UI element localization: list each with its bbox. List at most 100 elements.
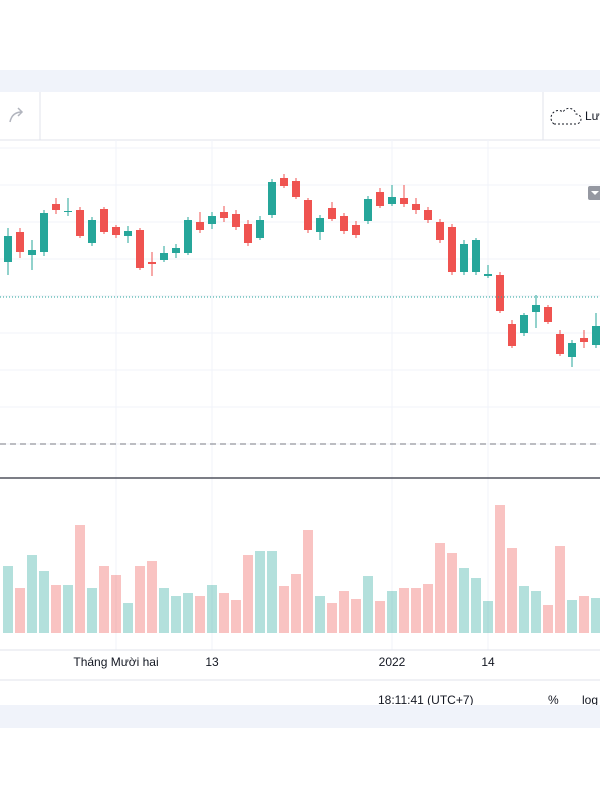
candle-body xyxy=(340,216,348,231)
candle-body xyxy=(172,248,180,253)
volume-bar xyxy=(315,596,325,633)
volume-bar xyxy=(3,566,13,633)
candle-body xyxy=(124,231,132,236)
x-tick-label: 13 xyxy=(205,655,219,669)
bottom-band xyxy=(0,705,600,728)
volume-bar xyxy=(447,553,457,633)
volume-bar xyxy=(495,505,505,633)
candle-body xyxy=(448,227,456,272)
candle-body xyxy=(136,230,144,268)
volume-bar xyxy=(183,593,193,633)
redo-button[interactable] xyxy=(9,107,24,123)
candle-body xyxy=(112,227,120,235)
candle-body xyxy=(184,220,192,253)
candle-body xyxy=(436,222,444,240)
candle-body xyxy=(484,274,492,276)
candle-body xyxy=(364,199,372,221)
candle-body xyxy=(532,305,540,312)
volume-bar xyxy=(87,588,97,633)
candle-body xyxy=(400,198,408,204)
volume-bar xyxy=(75,525,85,633)
candle-body xyxy=(352,225,360,235)
candle-body xyxy=(388,197,396,204)
candle-body xyxy=(52,204,60,210)
candle-body xyxy=(196,222,204,230)
volume-bar xyxy=(471,578,481,633)
candle-body xyxy=(4,236,12,262)
candle-body xyxy=(376,192,384,206)
volume-bar xyxy=(99,566,109,633)
volume-bar xyxy=(219,593,229,633)
candle-body xyxy=(40,213,48,252)
candle-body xyxy=(328,208,336,219)
candle-body xyxy=(412,204,420,210)
volume-bar xyxy=(567,600,577,633)
candle-body xyxy=(100,209,108,232)
candle-body xyxy=(76,210,84,236)
top-band xyxy=(0,70,600,92)
volume-bar xyxy=(291,574,301,633)
volume-bar xyxy=(63,585,73,633)
volume-bar xyxy=(483,601,493,633)
marker-arrow xyxy=(591,191,599,195)
volume-bar xyxy=(255,551,265,633)
candle-body xyxy=(592,326,600,345)
volume-bar xyxy=(231,600,241,633)
volume-bar xyxy=(267,551,277,633)
volume-bar xyxy=(507,548,517,633)
candle-body xyxy=(28,250,36,255)
volume-bar xyxy=(279,586,289,633)
volume-bar xyxy=(375,601,385,633)
volume-bar xyxy=(411,588,421,633)
volume-bar xyxy=(591,598,600,633)
volume-bar xyxy=(243,555,253,633)
volume-bar xyxy=(543,605,553,633)
volume-bar xyxy=(147,561,157,633)
volume-bar xyxy=(363,576,373,633)
volume-bar xyxy=(435,543,445,633)
volume-bar xyxy=(555,546,565,633)
volume-bar xyxy=(15,588,25,633)
volume-bar xyxy=(39,571,49,633)
volume-bar xyxy=(27,555,37,633)
volume-bar xyxy=(351,599,361,633)
candle-body xyxy=(280,178,288,186)
volume-bar xyxy=(135,566,145,633)
candle-body xyxy=(472,240,480,272)
candle-body xyxy=(220,212,228,218)
candle-body xyxy=(580,338,588,342)
candle-body xyxy=(148,262,156,264)
candle-body xyxy=(16,232,24,252)
volume-bar xyxy=(195,596,205,633)
candle-body xyxy=(304,200,312,230)
volume-bar xyxy=(327,603,337,633)
volume-bar xyxy=(171,596,181,633)
candle-body xyxy=(460,244,468,272)
volume-bar xyxy=(339,591,349,633)
percent-toggle[interactable]: % xyxy=(548,693,559,707)
candle-body xyxy=(244,224,252,243)
candle-body xyxy=(568,343,576,357)
volume-bar xyxy=(579,596,589,633)
volume-bar xyxy=(519,586,529,633)
volume-bar xyxy=(423,584,433,633)
candle-body xyxy=(316,218,324,232)
volume-bar xyxy=(459,568,469,633)
volume-bar xyxy=(111,575,121,633)
volume-bar xyxy=(207,585,217,633)
candle-body xyxy=(64,211,72,212)
chart: Tháng Mười hai 13 2022 14 xyxy=(0,140,600,669)
save-label[interactable]: Lưu xyxy=(585,109,600,123)
candle-body xyxy=(424,210,432,220)
candle-body xyxy=(232,214,240,227)
cloud-icon[interactable] xyxy=(550,107,582,125)
volume-bar xyxy=(51,585,61,633)
candle-body xyxy=(496,275,504,311)
candle-body xyxy=(292,181,300,197)
volume-bar xyxy=(123,603,133,633)
candle-body xyxy=(208,216,216,224)
log-toggle[interactable]: log xyxy=(582,693,598,707)
volume-bar xyxy=(399,588,409,633)
